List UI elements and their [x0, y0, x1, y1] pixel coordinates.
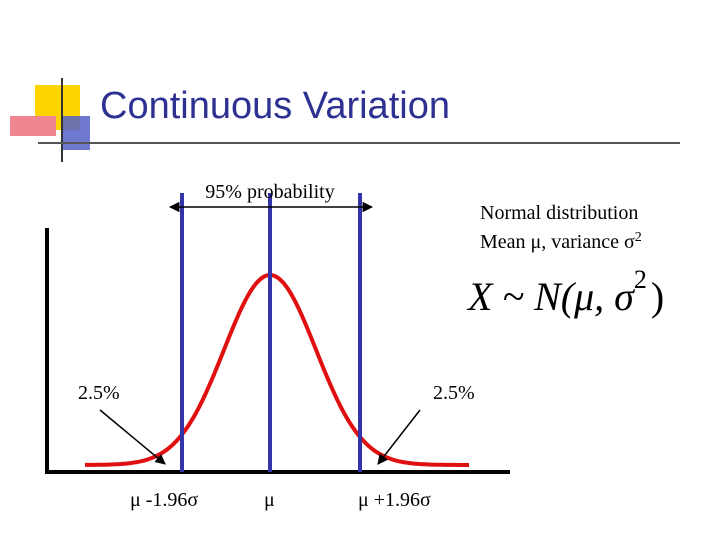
formula-close: ): [651, 274, 664, 319]
range-label: 95% probability: [205, 181, 334, 203]
formula-exponent: 2: [634, 265, 647, 294]
normal-curve: [85, 273, 469, 467]
tail-arrow: [377, 409, 421, 465]
axis-label: μ: [264, 489, 275, 511]
description-line: Normal distribution: [480, 202, 638, 224]
axis-label: μ -1.96σ: [130, 489, 198, 511]
axis-label: μ +1.96σ: [358, 489, 431, 511]
deco-pink: [10, 116, 56, 136]
tail-arrow: [99, 409, 166, 465]
formula: X ~ N(μ, σ2): [466, 265, 664, 319]
tail-label: 2.5%: [433, 382, 475, 404]
description-text: Mean μ, variance σ: [480, 231, 635, 253]
tail-label: 2.5%: [78, 382, 120, 404]
superscript: 2: [635, 230, 642, 245]
description-line: Mean μ, variance σ2: [480, 230, 642, 253]
deco-blue: [62, 116, 90, 150]
formula-main: X ~ N(μ, σ: [466, 274, 635, 319]
title: Continuous Variation: [100, 85, 450, 127]
